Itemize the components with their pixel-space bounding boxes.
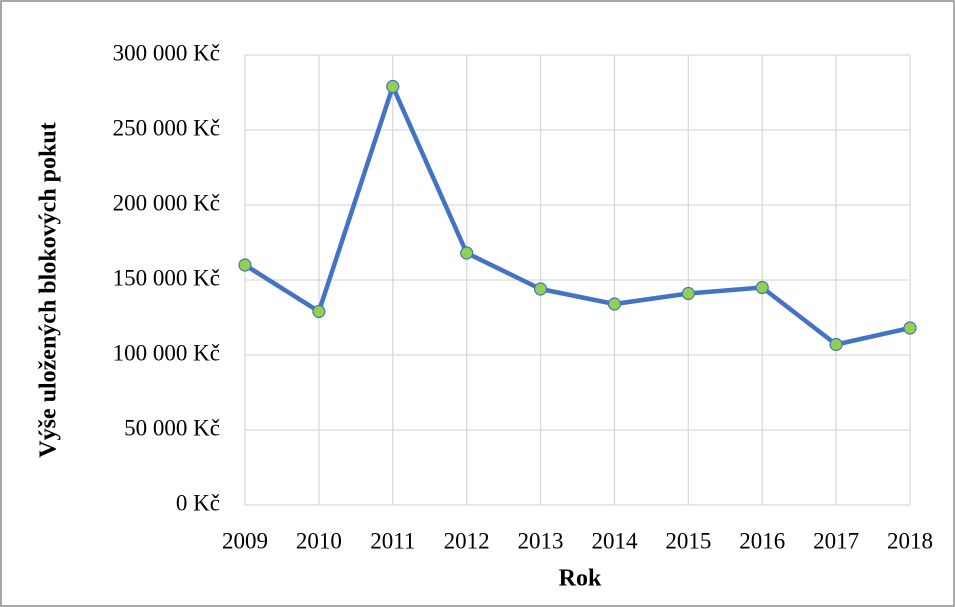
- y-tick-label: 100 000 Kč: [113, 340, 220, 365]
- marker: [607, 297, 622, 311]
- x-tick-label: 2018: [887, 528, 933, 553]
- marker: [755, 280, 769, 295]
- x-tick-label: 2017: [813, 528, 859, 553]
- x-tick-label: 2012: [444, 528, 490, 553]
- x-tick-label: 2016: [739, 528, 785, 553]
- x-tick-label: 2015: [665, 528, 711, 553]
- x-tick-label: 2014: [591, 528, 638, 553]
- y-axis-title: Výše uložených blokových pokut: [36, 122, 62, 457]
- x-tick-label: 2011: [370, 528, 415, 553]
- y-tick-label: 150 000 Kč: [113, 265, 220, 290]
- marker: [681, 286, 695, 301]
- y-tick-label: 250 000 Kč: [113, 115, 220, 140]
- y-tick-label: 0 Kč: [176, 490, 220, 515]
- x-tick-label: 2010: [296, 528, 342, 553]
- y-tick-label: 50 000 Kč: [124, 415, 220, 440]
- marker: [460, 246, 474, 260]
- x-tick-label: 2013: [518, 528, 564, 553]
- marker: [386, 79, 400, 94]
- marker: [829, 337, 843, 352]
- x-axis-title: Rok: [559, 566, 602, 592]
- marker: [238, 258, 252, 272]
- y-tick-label: 300 000 Kč: [113, 40, 220, 65]
- line: [243, 84, 911, 347]
- y-tick-label: 200 000 Kč: [113, 190, 220, 215]
- marker: [533, 282, 548, 296]
- x-tick-label: 2009: [222, 528, 268, 553]
- marker: [903, 321, 917, 335]
- marker: [312, 304, 326, 319]
